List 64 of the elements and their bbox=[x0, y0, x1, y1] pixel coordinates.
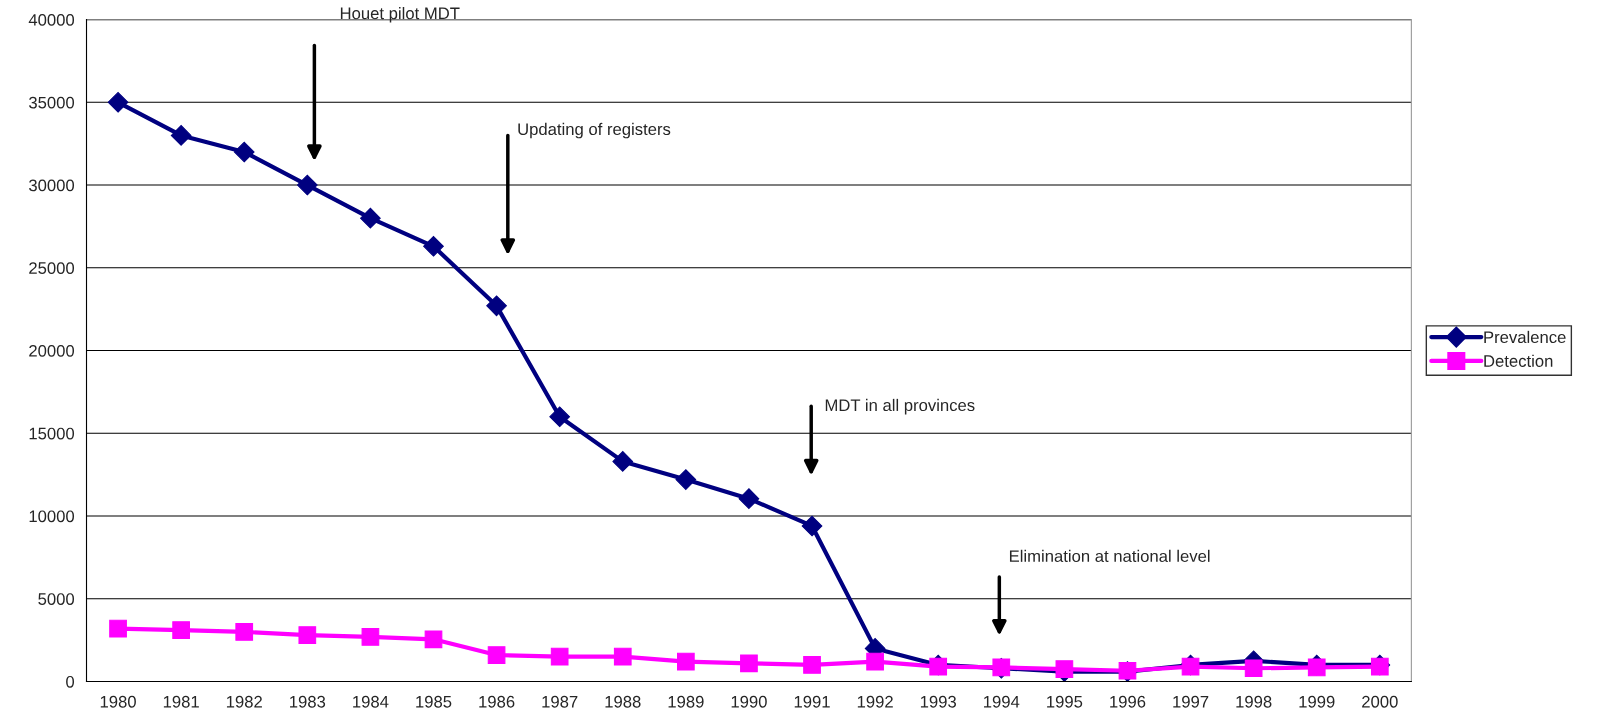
x-tick-label: 1993 bbox=[920, 695, 957, 708]
point bbox=[1307, 658, 1326, 677]
point bbox=[170, 125, 192, 146]
point bbox=[172, 621, 190, 640]
y-tick-label: 5000 bbox=[38, 593, 75, 605]
point bbox=[613, 647, 632, 666]
x-tick-label: 1999 bbox=[1299, 695, 1335, 708]
point bbox=[424, 630, 443, 649]
x-tick-label: 1981 bbox=[163, 695, 199, 708]
point bbox=[740, 654, 758, 673]
x-tick-label: 1985 bbox=[416, 695, 452, 708]
point bbox=[612, 451, 634, 472]
annotation: Elimination at national level bbox=[1009, 549, 1210, 563]
annotation: Updating of registers bbox=[518, 122, 671, 139]
point bbox=[676, 652, 695, 671]
x-tick-label: 1997 bbox=[1173, 695, 1209, 708]
x-tick-label: 1992 bbox=[857, 695, 893, 708]
x-tick-label: 1980 bbox=[100, 695, 136, 708]
point bbox=[423, 235, 444, 257]
y-tick-label: 25000 bbox=[29, 262, 75, 274]
point bbox=[549, 406, 571, 428]
point bbox=[1244, 659, 1263, 678]
point bbox=[550, 647, 569, 666]
point bbox=[235, 623, 254, 641]
point bbox=[675, 469, 697, 490]
x-tick-label: 1988 bbox=[605, 695, 641, 708]
x-tick-label: 1998 bbox=[1236, 695, 1272, 708]
point bbox=[233, 141, 255, 163]
x-tick-label: 1994 bbox=[984, 695, 1020, 708]
point bbox=[866, 652, 884, 671]
x-tick-label: 1984 bbox=[353, 695, 389, 708]
x-tick-label: 1996 bbox=[1110, 695, 1146, 708]
legend-label: Prevalence bbox=[1484, 330, 1566, 344]
y-tick-label: 20000 bbox=[29, 344, 75, 357]
y-tick-label: 35000 bbox=[29, 96, 75, 109]
point bbox=[109, 619, 127, 638]
y-tick-label: 40000 bbox=[28, 13, 75, 26]
x-tick-label: 1995 bbox=[1047, 695, 1083, 708]
y-tick-label: 0 bbox=[66, 675, 75, 688]
point bbox=[107, 91, 129, 113]
point bbox=[487, 646, 506, 664]
point bbox=[298, 626, 317, 645]
x-tick-label: 1982 bbox=[226, 695, 262, 708]
x-tick-label: 1987 bbox=[542, 695, 578, 708]
annotation: Houet pilot MDT bbox=[340, 7, 460, 23]
x-tick-label: 1991 bbox=[794, 695, 830, 708]
legend-label: Detection bbox=[1484, 354, 1553, 367]
point bbox=[738, 488, 760, 509]
point bbox=[803, 656, 821, 674]
point bbox=[360, 207, 381, 229]
point bbox=[486, 295, 507, 317]
y-tick-label: 30000 bbox=[29, 179, 75, 192]
point bbox=[361, 627, 380, 646]
x-tick-label: 1989 bbox=[668, 695, 704, 708]
x-tick-label: 1990 bbox=[731, 695, 767, 708]
y-tick-label: 15000 bbox=[29, 427, 75, 440]
annotation: MDT in all provinces bbox=[825, 398, 975, 415]
point bbox=[296, 174, 318, 196]
x-tick-label: 2000 bbox=[1362, 695, 1398, 708]
x-tick-label: 1983 bbox=[290, 695, 326, 708]
x-tick-label: 1986 bbox=[479, 695, 515, 708]
y-tick-label: 10000 bbox=[29, 510, 75, 523]
point bbox=[1055, 660, 1074, 678]
point bbox=[801, 515, 823, 537]
